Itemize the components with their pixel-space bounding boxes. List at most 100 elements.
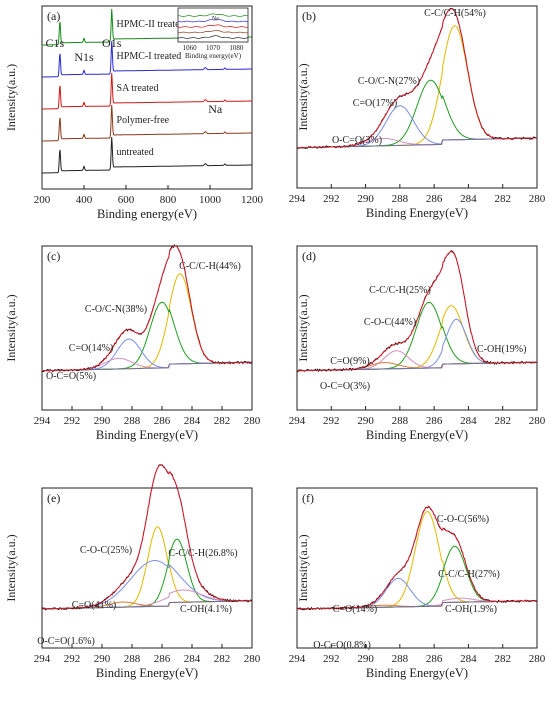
inset-series-line — [177, 35, 249, 39]
component-curve — [42, 526, 252, 610]
inset-label: Na — [212, 16, 219, 22]
x-tick-label: 294 — [289, 653, 306, 665]
survey-series-line — [42, 136, 252, 174]
x-tick-label: 286 — [426, 653, 443, 665]
y-axis-label: Intensity(a.u.) — [4, 534, 18, 601]
component-curve — [297, 545, 537, 610]
peak-annotation: C-O/C-N(38%) — [85, 304, 147, 315]
peak-annotation: C-OH(1.9%) — [445, 604, 497, 615]
peak-annotation: O-C=O(1.6%) — [37, 636, 95, 647]
peak-annotation: C-C/C-H(25%) — [369, 285, 431, 296]
panel-label: (c) — [47, 249, 60, 263]
x-tick-label: 288 — [124, 415, 141, 427]
x-tick-label: 800 — [160, 194, 177, 206]
y-axis-label: Intensity(a.u.) — [4, 294, 18, 361]
fit-envelope-line — [297, 251, 537, 372]
x-axis-label: Binding Energy(eV) — [96, 428, 198, 442]
peak-annotation: C-C/C-H(54%) — [424, 8, 486, 19]
x-tick-label: 290 — [94, 653, 111, 665]
x-tick-label: 288 — [392, 653, 409, 665]
peak-annotation: O-C=O(3%) — [320, 381, 370, 392]
series-legend-label: HPMC-I treated — [117, 51, 182, 62]
x-axis-label: Binding energy(eV) — [97, 207, 197, 221]
x-tick-label: 288 — [392, 193, 409, 205]
y-axis-label: Intensity(a.u.) — [296, 63, 310, 130]
panel-label: (a) — [47, 9, 60, 23]
inset-series-line — [177, 24, 248, 28]
x-tick-label: 294 — [289, 415, 306, 427]
peak-annotation: C=O(17%) — [353, 98, 398, 109]
x-tick-label: 288 — [392, 415, 409, 427]
inset-tick-label: 1080 — [229, 44, 244, 52]
peak-annotation: O-C=O(0.8%) — [313, 640, 371, 651]
raw-spectrum-line — [41, 464, 253, 611]
panel-label: (e) — [47, 491, 60, 505]
x-tick-label: 282 — [214, 653, 231, 665]
x-tick-label: 284 — [460, 415, 477, 427]
inset-series-line — [177, 19, 249, 23]
raw-spectrum-line — [296, 505, 537, 611]
component-curve — [42, 273, 252, 372]
inset-tick-label: 1060 — [183, 44, 198, 52]
fit-envelope-line — [297, 506, 537, 610]
fit-envelope-line — [297, 8, 537, 149]
x-tick-label: 600 — [118, 194, 135, 206]
inset-series-line — [177, 29, 249, 34]
x-axis-label: Binding Energy(eV) — [366, 666, 468, 680]
series-legend-label: SA treated — [117, 83, 159, 94]
component-curve — [297, 510, 537, 610]
x-tick-label: 292 — [323, 415, 340, 427]
peak-annotation: C-O-C(44%) — [364, 317, 416, 328]
x-tick-label: 288 — [124, 653, 141, 665]
x-tick-label: 292 — [64, 415, 81, 427]
x-tick-label: 282 — [214, 415, 231, 427]
x-tick-label: 290 — [94, 415, 111, 427]
x-tick-label: 282 — [494, 193, 511, 205]
x-tick-label: 280 — [244, 415, 261, 427]
x-axis-label: Binding Energy(eV) — [366, 206, 468, 220]
series-legend-label: HPMC-II treated — [117, 19, 185, 30]
y-axis-label: Intensity(a.u.) — [296, 294, 310, 361]
x-tick-label: 1000 — [199, 194, 222, 206]
inset-frame — [177, 7, 249, 43]
peak-annotation: C-OH(19%) — [477, 344, 526, 355]
plot-frame — [41, 245, 253, 411]
x-tick-label: 286 — [426, 193, 443, 205]
x-tick-label: 286 — [426, 415, 443, 427]
survey-series-line — [42, 72, 252, 110]
peak-annotation: C-C/C-H(27%) — [438, 569, 500, 580]
x-tick-label: 400 — [76, 194, 93, 206]
inset-series-line — [177, 13, 249, 17]
x-tick-label: 292 — [64, 653, 81, 665]
x-tick-label: 200 — [34, 194, 51, 206]
peak-annotation: C-O-C(25%) — [80, 545, 132, 556]
peak-label: O1s — [102, 36, 122, 50]
peak-annotation: C-C/C-H(44%) — [179, 261, 241, 272]
peak-annotation: C=O(41%) — [72, 600, 117, 611]
x-tick-label: 280 — [244, 653, 261, 665]
x-tick-label: 290 — [357, 415, 374, 427]
plot-frame — [41, 5, 253, 190]
plot-frame — [296, 245, 538, 411]
peak-annotation: C-OH(4.1%) — [180, 604, 232, 615]
inset-tick-label: 1070 — [206, 44, 221, 52]
x-tick-label: 292 — [323, 193, 340, 205]
peak-annotation: C-O-C(56%) — [437, 514, 489, 525]
peak-annotation: C-O/C-N(27%) — [358, 76, 420, 87]
x-tick-label: 290 — [357, 653, 374, 665]
x-tick-label: 290 — [357, 193, 374, 205]
peak-annotation: C=O(14%) — [333, 604, 378, 615]
x-tick-label: 284 — [184, 415, 201, 427]
panel-label: (f) — [302, 491, 314, 505]
x-tick-label: 284 — [460, 653, 477, 665]
survey-series-line — [42, 104, 252, 142]
panel-label: (d) — [302, 249, 316, 263]
x-tick-label: 284 — [184, 653, 201, 665]
x-tick-label: 280 — [529, 193, 546, 205]
plot-frame — [296, 5, 538, 189]
inset-axis-label: Binding energy(eV) — [185, 52, 242, 60]
peak-label: Na — [208, 102, 223, 116]
peak-annotation: C=O(14%) — [69, 343, 114, 354]
peak-annotation: C-C/C-H(26.8%) — [168, 548, 237, 559]
